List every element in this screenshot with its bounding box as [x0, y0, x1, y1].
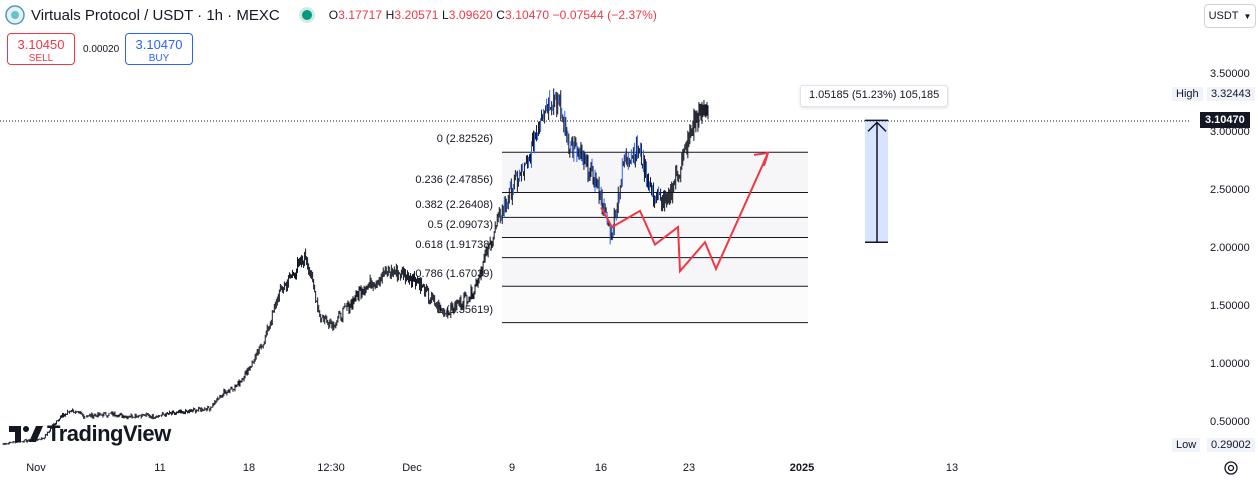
fib-band	[502, 237, 808, 258]
close-label: C	[496, 8, 506, 22]
buy-price: 3.10470	[135, 37, 183, 52]
time-axis[interactable]: Nov 11 18 12:30 Dec 9 16 23 2025 13	[0, 456, 1190, 483]
projection-line	[600, 152, 769, 274]
low-tag-value: 0.29002	[1207, 438, 1255, 452]
time-tick: 18	[242, 462, 256, 474]
fib-level-label: 0.5 (2.09073)	[427, 219, 493, 231]
high-tag-value: 3.32443	[1207, 87, 1255, 101]
currency-selector[interactable]: USDT ▼	[1204, 4, 1256, 28]
sell-button[interactable]: 3.10450 SELL	[7, 33, 75, 65]
time-tick: 23	[682, 462, 696, 474]
price-tick: 3.00000	[1210, 126, 1250, 138]
market-status-dot	[301, 10, 312, 20]
tradingview-icon	[9, 426, 43, 442]
time-tick: 16	[594, 462, 608, 474]
price-axis[interactable]: 3.50000 3.00000 2.50000 2.00000 1.50000 …	[1190, 0, 1258, 483]
time-tick: 12:30	[317, 462, 345, 474]
current-price-tag: 3.10470	[1200, 112, 1250, 128]
fib-band	[502, 257, 808, 287]
measure-arrowhead	[867, 121, 887, 132]
fib-level-label: 0.786 (1.67039)	[415, 268, 493, 280]
fib-band	[502, 217, 808, 238]
fib-level-label: 0.382 (2.26408)	[415, 199, 493, 211]
sell-price: 3.10450	[17, 37, 65, 52]
open-value: 3.17717	[338, 8, 383, 22]
change-value: −0.07544 (−2.37%)	[552, 8, 657, 22]
fib-band	[502, 286, 808, 323]
high-value: 3.20571	[394, 8, 439, 22]
low-label: L	[441, 8, 449, 22]
fib-level-label: 0.236 (2.47856)	[415, 174, 493, 186]
spread-value: 0.00020	[83, 44, 120, 55]
symbol-title[interactable]: Virtuals Protocol / USDT · 1h · MEXC	[31, 6, 280, 24]
gear-icon[interactable]	[1222, 459, 1240, 477]
time-tick: 2025	[789, 462, 815, 474]
high-tag-label: High	[1172, 87, 1203, 101]
buy-label: BUY	[148, 53, 170, 64]
candlestick-series	[2, 88, 709, 446]
price-tick: 0.50000	[1210, 416, 1250, 428]
high-label: H	[385, 8, 395, 22]
time-tick: 11	[154, 462, 166, 474]
time-tick: Dec	[402, 462, 422, 474]
time-tick: 13	[945, 462, 959, 474]
chevron-down-icon: ▼	[1243, 11, 1252, 21]
tradingview-wordmark: TradingView	[47, 421, 171, 446]
tradingview-logo[interactable]: TradingView	[9, 421, 171, 447]
chart-header: Virtuals Protocol / USDT · 1h · MEXC O3.…	[0, 0, 1190, 30]
price-tick: 2.50000	[1210, 184, 1250, 196]
fibonacci-retracement[interactable]	[502, 151, 808, 324]
price-tick: 3.50000	[1210, 68, 1250, 80]
open-label: O	[328, 8, 339, 22]
time-tick: 9	[508, 462, 516, 474]
sell-label: SELL	[28, 53, 54, 64]
low-tag-label: Low	[1172, 438, 1201, 452]
currency-label: USDT	[1208, 10, 1239, 22]
measure-readout: 1.05185 (51.23%) 105,185	[800, 85, 949, 107]
price-range-measure[interactable]	[865, 119, 888, 243]
close-value: 3.10470	[505, 8, 550, 22]
price-tick: 1.00000	[1210, 358, 1250, 370]
price-tick: 2.00000	[1210, 242, 1250, 254]
fib-band	[502, 152, 808, 193]
price-tick: 1.50000	[1210, 300, 1250, 312]
projection-arrowhead	[753, 151, 770, 167]
fib-level-label: 0 (2.82526)	[436, 133, 493, 145]
ohlc-readout: O3.17717 H3.20571 L3.09620 C3.10470 −0.0…	[329, 8, 657, 22]
projection-arrow[interactable]	[600, 151, 770, 274]
symbol-logo-icon[interactable]	[5, 5, 25, 25]
fib-level-label: 0.618 (1.91738)	[415, 239, 493, 251]
low-value: 3.09620	[448, 8, 493, 22]
time-tick: Nov	[26, 462, 46, 474]
buy-button[interactable]: 3.10470 BUY	[125, 33, 193, 65]
fib-level-label: 1 (1.35619)	[436, 304, 493, 316]
